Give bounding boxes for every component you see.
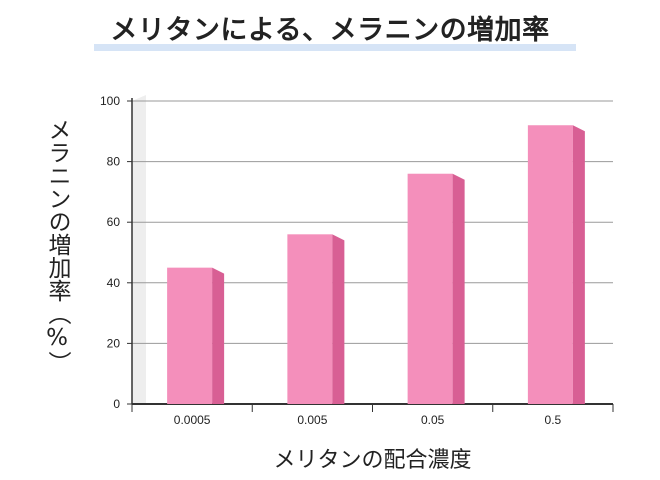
bar (167, 267, 213, 404)
x-axis-label: メリタンの配合濃度 (273, 448, 472, 473)
bar-side (332, 234, 345, 404)
bar (527, 125, 573, 405)
chart-title: メリタンによる、メラニンの増加率 (110, 15, 550, 46)
y-tick-label: 20 (107, 336, 121, 350)
bar (407, 173, 453, 404)
x-tick-label: 0.5 (545, 413, 562, 427)
y-tick-label: 60 (107, 215, 121, 229)
x-tick-label: 0.0005 (174, 413, 211, 427)
y-tick-label: 100 (100, 94, 120, 108)
y-tick-label: 80 (107, 155, 121, 169)
y-tick-label: 0 (113, 397, 120, 411)
bar-side (452, 173, 465, 404)
x-tick-label: 0.005 (297, 413, 327, 427)
y-axis-label: メラニンの増加率（%） (44, 118, 70, 374)
title-underline (94, 44, 576, 51)
bar-side (572, 125, 585, 405)
bar-side (212, 267, 225, 404)
x-tick-label: 0.05 (421, 413, 445, 427)
y-tick-label: 40 (107, 276, 121, 290)
chart-wall (132, 95, 146, 404)
bar (287, 234, 333, 404)
